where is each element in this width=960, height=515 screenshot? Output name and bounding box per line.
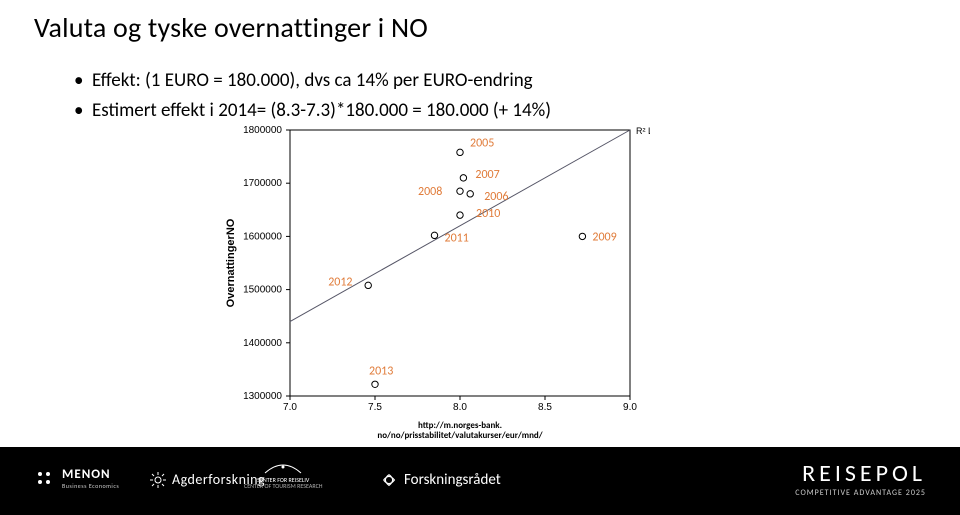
svg-text:8.0: 8.0 (453, 402, 467, 413)
dots-icon (34, 468, 56, 490)
svg-text:2011: 2011 (445, 231, 469, 245)
svg-text:2005: 2005 (470, 136, 494, 150)
bullet-item: Effekt: (1 EURO = 180.000), dvs ca 14% p… (74, 67, 551, 95)
svg-text:1300000: 1300000 (243, 391, 282, 402)
svg-text:1800000: 1800000 (243, 125, 282, 136)
knot-icon (380, 471, 398, 489)
svg-text:7.5: 7.5 (368, 402, 382, 413)
logo-center: SENTER FOR REISELIV CENTER OF TOURISM RE… (244, 461, 323, 490)
svg-text:7.0: 7.0 (283, 402, 297, 413)
svg-text:2008: 2008 (418, 185, 442, 199)
logo-menon: MENON Business Economics (34, 467, 119, 490)
svg-text:2013: 2013 (369, 364, 393, 378)
svg-text:2007: 2007 (475, 168, 499, 182)
menon-sub: Business Economics (62, 482, 119, 490)
svg-text:2009: 2009 (592, 230, 616, 244)
svg-text:2010: 2010 (476, 207, 500, 221)
svg-text:2012: 2012 (328, 275, 352, 289)
scatter-chart: 7.0 7.5 8.0 8.5 9.0 1300000 1400000 1500000 1600… (210, 106, 650, 441)
logo-reisepol: REISEPOL COMPETITIVE ADVANTAGE 2025 (795, 459, 926, 498)
svg-text:OvernattingerNO: OvernattingerNO (225, 218, 237, 307)
reisepol-sub: COMPETITIVE ADVANTAGE 2025 (795, 488, 926, 498)
svg-text:no/no/prisstabilitet/valutakur: no/no/prisstabilitet/valutakurser/eur/mn… (377, 430, 542, 441)
reisepol-main: REISEPOL (795, 459, 926, 488)
svg-text:1500000: 1500000 (243, 285, 282, 296)
center-l2: CENTER OF TOURISM RESEARCH (244, 483, 323, 490)
svg-text:1700000: 1700000 (243, 178, 282, 189)
sun-icon (150, 472, 166, 488)
svg-text:1600000: 1600000 (243, 231, 282, 242)
slide-title: Valuta og tyske overnattinger i NO (34, 10, 428, 45)
svg-text:2006: 2006 (484, 190, 508, 204)
logo-forsk: Forskningsrådet (380, 471, 501, 489)
footer-bar: MENON Business Economics Agderforskning … (0, 447, 960, 515)
svg-text:9.0: 9.0 (623, 402, 637, 413)
arc-icon (263, 461, 303, 475)
svg-text:1400000: 1400000 (243, 338, 282, 349)
svg-text:R² Linear = 0.317: R² Linear = 0.317 (636, 126, 650, 136)
forsk-text: Forskningsrådet (404, 471, 501, 489)
svg-text:8.5: 8.5 (538, 402, 552, 413)
menon-top: MENON (62, 467, 119, 482)
